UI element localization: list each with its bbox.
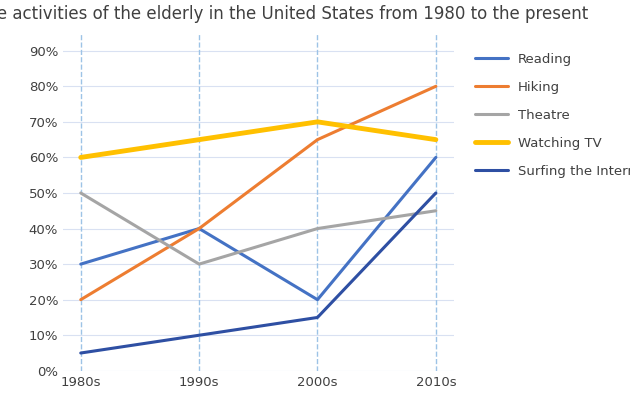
Watching TV [77, 155, 84, 160]
Surfing the Internet [314, 315, 321, 320]
Watching TV [432, 137, 440, 142]
Reading [432, 155, 440, 160]
Reading [314, 297, 321, 302]
Hiking [314, 137, 321, 142]
Theatre [77, 190, 84, 195]
Line: Surfing the Internet: Surfing the Internet [81, 193, 436, 353]
Hiking [195, 226, 203, 231]
Hiking [77, 297, 84, 302]
Legend: Reading, Hiking, Theatre, Watching TV, Surfing the Internet: Reading, Hiking, Theatre, Watching TV, S… [468, 46, 630, 185]
Theatre [195, 262, 203, 267]
Line: Hiking: Hiking [81, 86, 436, 300]
Theatre [432, 208, 440, 213]
Surfing the Internet [77, 351, 84, 356]
Line: Theatre: Theatre [81, 193, 436, 264]
Hiking [432, 84, 440, 89]
Line: Watching TV: Watching TV [81, 122, 436, 157]
Watching TV [314, 119, 321, 124]
Theatre [314, 226, 321, 231]
Title: Free time activities of the elderly in the United States from 1980 to the presen: Free time activities of the elderly in t… [0, 5, 588, 23]
Line: Reading: Reading [81, 157, 436, 300]
Watching TV [195, 137, 203, 142]
Surfing the Internet [195, 333, 203, 338]
Surfing the Internet [432, 190, 440, 195]
Reading [195, 226, 203, 231]
Reading [77, 262, 84, 267]
